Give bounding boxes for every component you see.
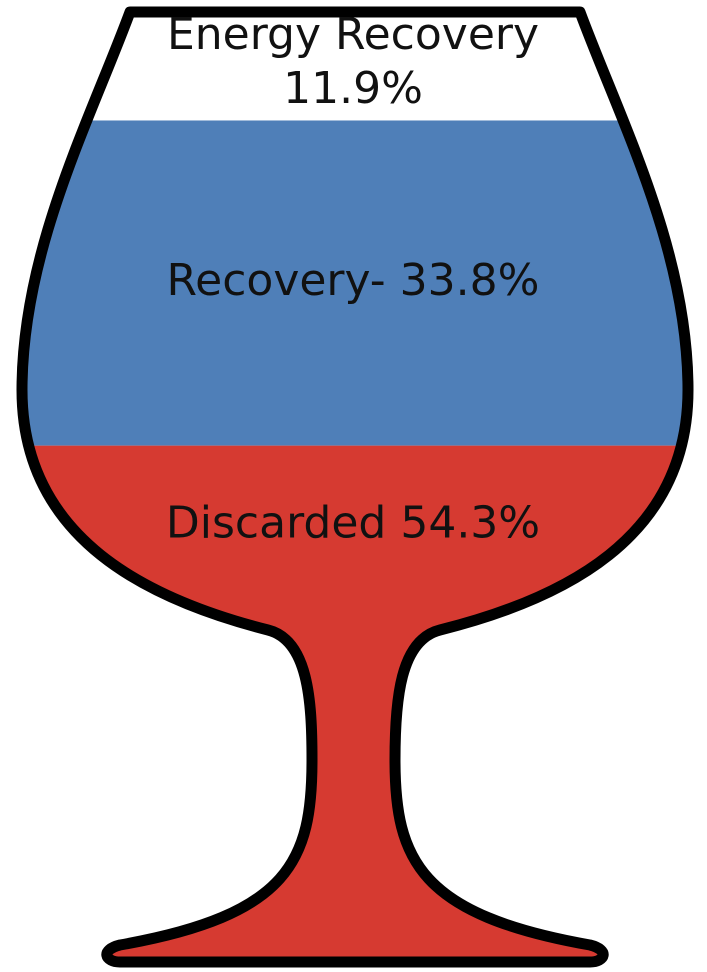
glass-fill (22, 12, 688, 962)
segment-label: Discarded 54.3% (166, 498, 540, 549)
value-label: 33.8% (400, 255, 540, 306)
category-label: Discarded (166, 498, 386, 549)
glass-outline (16, 6, 694, 968)
segment (22, 12, 688, 121)
value-label: 54.3% (400, 498, 540, 549)
segment-label: Energy Recovery (167, 9, 539, 60)
segment (22, 120, 688, 446)
segment-label: Recovery- 33.8% (167, 255, 540, 306)
value-label: 11.9% (283, 63, 423, 114)
category-label: Recovery- (167, 255, 386, 306)
